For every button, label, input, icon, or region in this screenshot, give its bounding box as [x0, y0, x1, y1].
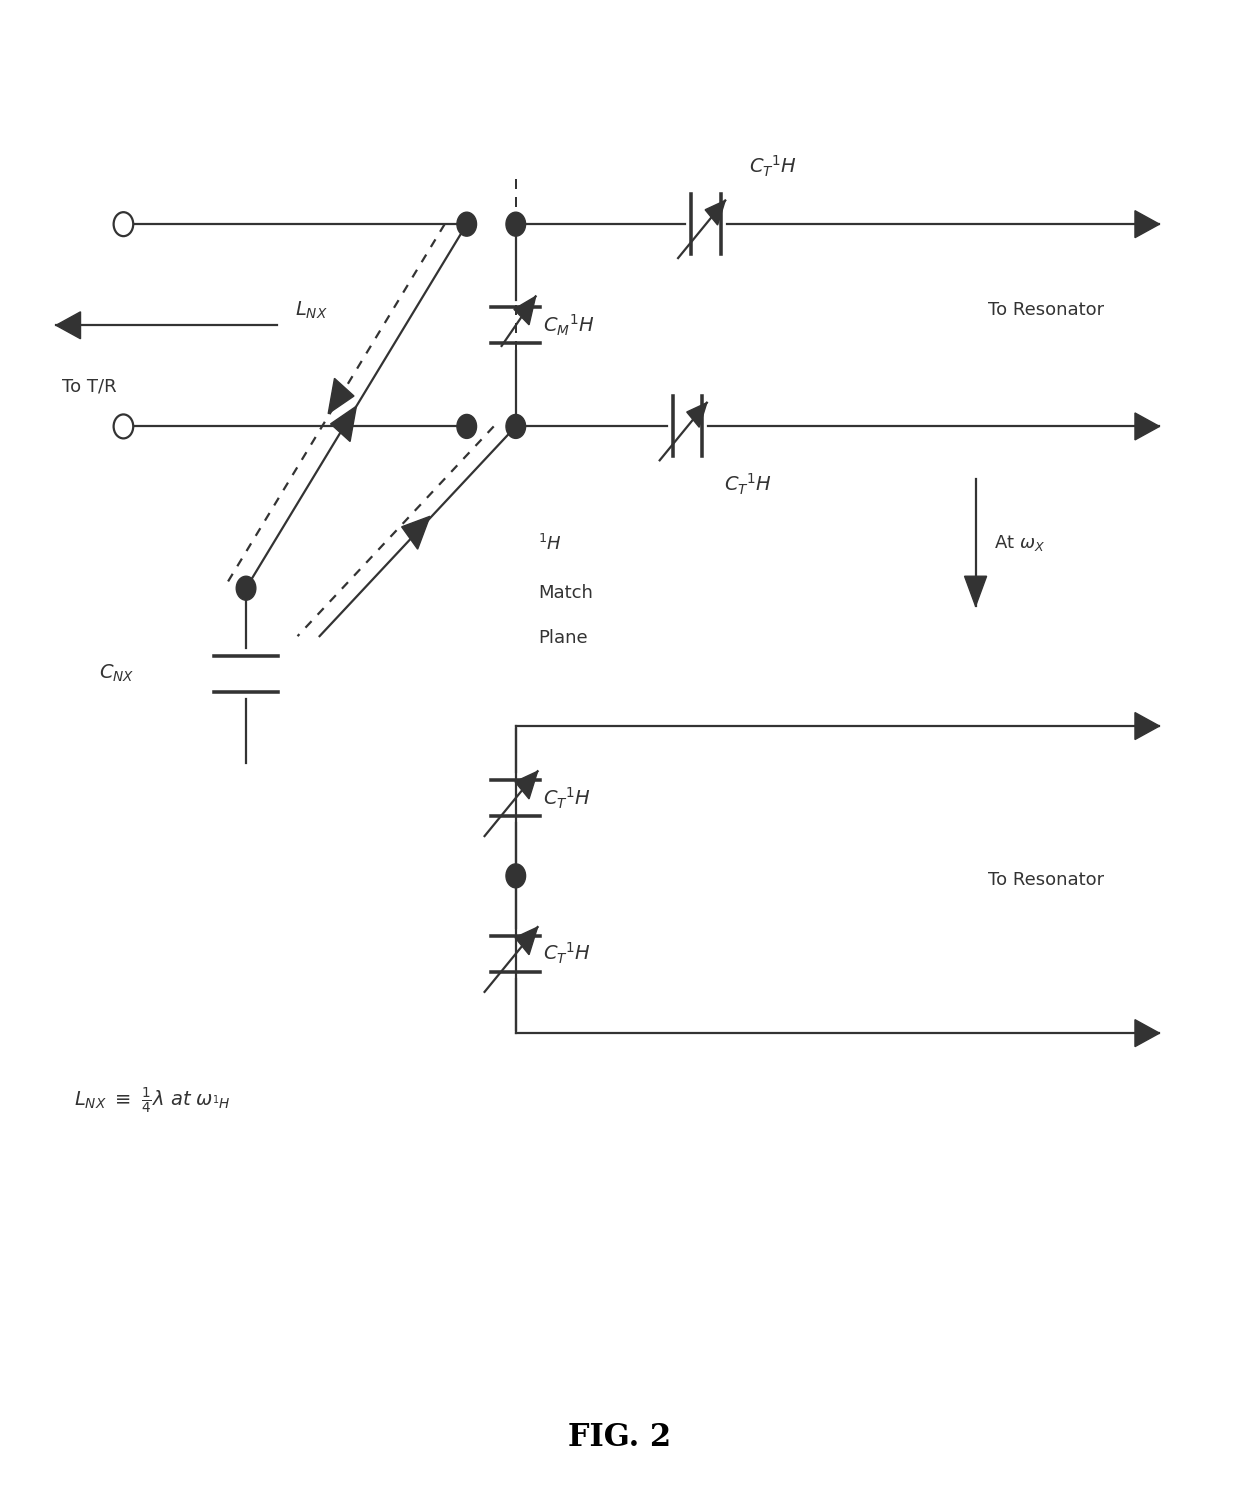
Polygon shape	[965, 576, 987, 606]
Polygon shape	[1135, 210, 1159, 237]
Polygon shape	[402, 516, 430, 549]
Circle shape	[456, 414, 476, 438]
Circle shape	[506, 212, 526, 236]
Text: $C_T{}^1H$: $C_T{}^1H$	[543, 940, 590, 966]
Circle shape	[506, 414, 526, 438]
Polygon shape	[515, 771, 538, 798]
Circle shape	[114, 212, 133, 236]
Polygon shape	[56, 311, 81, 339]
Polygon shape	[513, 296, 536, 325]
Polygon shape	[1135, 1019, 1159, 1046]
Text: $C_T{}^1H$: $C_T{}^1H$	[749, 154, 797, 180]
Polygon shape	[331, 407, 356, 442]
Circle shape	[456, 212, 476, 236]
Polygon shape	[1135, 712, 1159, 739]
Circle shape	[506, 863, 526, 888]
Polygon shape	[706, 201, 725, 225]
Text: $C_M{}^1H$: $C_M{}^1H$	[543, 313, 594, 337]
Text: At $\omega_X$: At $\omega_X$	[994, 532, 1045, 552]
Text: $C_{NX}$: $C_{NX}$	[99, 662, 134, 685]
Text: To T/R: To T/R	[62, 378, 117, 396]
Polygon shape	[1135, 413, 1159, 440]
Text: $L_{NX}$ $\equiv$ $\frac{1}{4}\lambda$ at $\omega_{{}^1H}$: $L_{NX}$ $\equiv$ $\frac{1}{4}\lambda$ a…	[74, 1086, 231, 1116]
Text: $C_T{}^1H$: $C_T{}^1H$	[724, 472, 773, 496]
Text: $^1H$: $^1H$	[538, 534, 562, 553]
Text: Plane: Plane	[538, 629, 588, 647]
Polygon shape	[687, 402, 707, 428]
Text: $L_{NX}$: $L_{NX}$	[295, 299, 327, 321]
Text: $C_T{}^1H$: $C_T{}^1H$	[543, 785, 590, 810]
Circle shape	[237, 576, 255, 600]
Text: To Resonator: To Resonator	[988, 871, 1104, 889]
Text: Match: Match	[538, 584, 593, 602]
Circle shape	[114, 414, 133, 438]
Polygon shape	[515, 927, 538, 954]
Polygon shape	[329, 378, 353, 414]
Text: To Resonator: To Resonator	[988, 301, 1104, 319]
Text: FIG. 2: FIG. 2	[568, 1423, 672, 1453]
